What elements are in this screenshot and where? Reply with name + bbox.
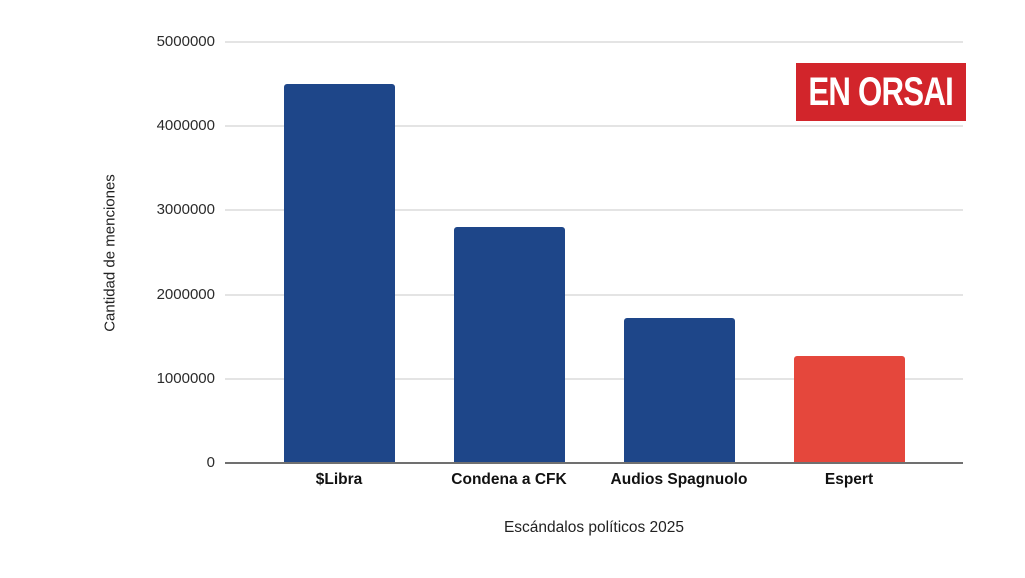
y-tick-label: 3000000 [156, 201, 215, 218]
brand-badge: EN ORSAI [796, 63, 966, 121]
y-tick-label: 4000000 [156, 117, 215, 134]
x-category-label: Espert [824, 471, 874, 488]
bar [454, 227, 565, 463]
plot-area [225, 41, 963, 464]
bar [284, 84, 395, 463]
x-category-label: Audios Spagnuolo [610, 471, 748, 488]
brand-badge-label: EN ORSAI [808, 70, 954, 114]
gridline [225, 378, 963, 380]
x-axis-category-labels: $Libra Condena a CFK Audios Spagnuolo Esper… [225, 471, 963, 493]
y-tick-label: 1000000 [156, 370, 215, 387]
x-axis-line [225, 462, 963, 464]
gridline [225, 294, 963, 296]
x-axis-title: Escándalos políticos 2025 [503, 519, 685, 536]
bar [624, 318, 735, 463]
y-tick-label: 0 [206, 454, 215, 471]
gridline [225, 125, 963, 127]
y-axis-tick-labels: 5000000 4000000 3000000 2000000 1000000 0 [120, 33, 215, 471]
gridline [225, 209, 963, 211]
x-category-label: Condena a CFK [451, 471, 567, 488]
gridline [225, 41, 963, 43]
x-category-label: $Libra [315, 471, 363, 488]
y-tick-label: 2000000 [156, 286, 215, 303]
y-axis-title: Cantidad de menciones [101, 174, 119, 332]
y-tick-label: 5000000 [156, 33, 215, 50]
bar [794, 356, 905, 463]
